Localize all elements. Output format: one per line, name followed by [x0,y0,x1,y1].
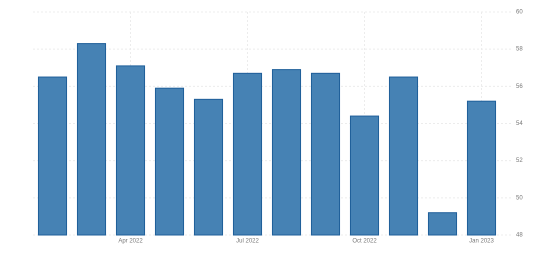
y-tick-label: 54 [516,121,523,127]
bar [232,72,263,236]
y-tick-label: 50 [516,195,523,201]
x-tick-label: Apr 2022 [118,239,143,245]
x-tick-label: Jul 2022 [236,239,259,245]
bar [388,76,419,236]
y-tick-label: 48 [516,233,523,239]
bar [466,100,497,236]
bar [76,43,107,236]
bar [193,98,224,236]
bar [115,65,146,236]
y-tick-label: 58 [516,47,523,53]
bar [271,69,302,236]
x-tick-label: Jan 2023 [469,239,494,245]
bar [154,87,185,236]
y-tick-label: 56 [516,84,523,90]
bar [310,72,341,236]
bar [349,115,380,236]
x-tick-label: Oct 2022 [352,239,377,245]
y-tick-label: 52 [516,158,523,164]
y-tick-label: 60 [516,10,523,16]
bar [427,212,458,236]
bar [37,76,68,236]
